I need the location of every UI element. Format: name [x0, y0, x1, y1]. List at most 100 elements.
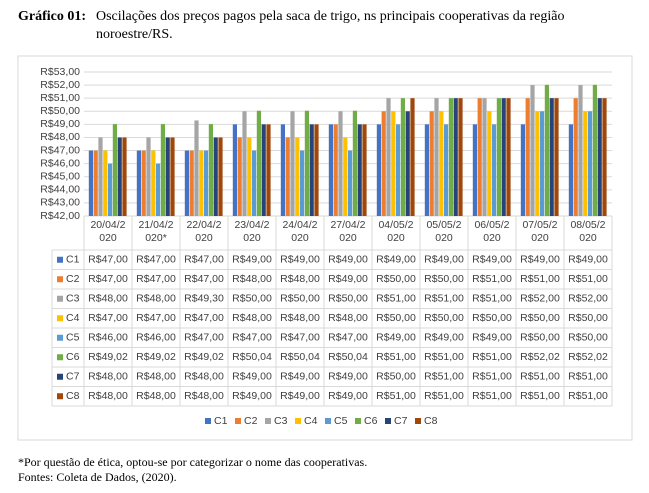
bar	[348, 150, 353, 216]
bar	[194, 120, 199, 216]
source-note: Fontes: Coleta de Dados, (2020).	[18, 470, 177, 484]
bar	[261, 124, 266, 216]
table-cell: R$46,00	[88, 332, 128, 344]
figure-subtitle: Oscilações dos preços pagos pela saca de…	[96, 9, 565, 42]
table-cell: R$47,00	[88, 312, 128, 324]
x-tick-box: 24/04/2020	[282, 219, 318, 244]
x-tick-label: 06/05/2020	[474, 219, 510, 244]
table-cell: R$51,00	[568, 390, 608, 402]
bar	[98, 137, 103, 216]
legend-label: C4	[304, 415, 318, 427]
bar	[247, 137, 252, 216]
table-cell: R$48,00	[88, 371, 128, 383]
x-tick-box: 08/05/2020	[570, 219, 605, 244]
table-row-label: C6	[66, 351, 80, 363]
table-cell: R$51,00	[472, 351, 512, 363]
table-cell: R$47,00	[328, 332, 368, 344]
x-tick-label: 24/04/2020	[282, 219, 318, 244]
legend-key	[295, 418, 301, 424]
table-cell: R$51,00	[424, 371, 464, 383]
table-cell: R$48,00	[136, 390, 176, 402]
y-tick-label: R$53,00	[40, 66, 80, 78]
bar	[314, 124, 319, 216]
table-cell: R$51,00	[568, 371, 608, 383]
bar	[309, 124, 314, 216]
x-tick-box: 04/05/2020	[378, 219, 413, 244]
bar	[496, 98, 501, 216]
bar	[266, 124, 271, 216]
table-cell: R$52,00	[520, 293, 560, 305]
table-cell: R$50,00	[424, 312, 464, 324]
table-cell: R$48,00	[88, 390, 128, 402]
table-cell: R$50,00	[328, 293, 368, 305]
bar	[597, 98, 602, 216]
bar	[136, 150, 141, 216]
bar	[400, 98, 405, 216]
bar	[357, 124, 362, 216]
x-tick-box: 27/04/2020	[330, 219, 365, 244]
table-row-label: C3	[66, 293, 80, 305]
bar	[472, 124, 477, 216]
legend-key	[355, 418, 361, 424]
bar	[444, 124, 449, 216]
bar	[376, 124, 381, 216]
bar	[295, 137, 300, 216]
bar	[117, 137, 122, 216]
x-tick-label: 05/05/2020	[426, 219, 462, 244]
legend-key	[415, 418, 421, 424]
legend-label: C5	[334, 415, 348, 427]
bar	[487, 111, 492, 216]
footnote: *Por questão de ética, optou-se por cate…	[18, 455, 367, 469]
table-cell: R$51,00	[424, 351, 464, 363]
legend-key	[265, 418, 271, 424]
table-cell: R$47,00	[280, 332, 320, 344]
table-cell: R$48,00	[328, 312, 368, 324]
table-cell: R$50,00	[376, 273, 416, 285]
table-cell: R$52,02	[520, 351, 560, 363]
x-tick-box: 20/04/2020	[90, 219, 126, 244]
bar	[549, 98, 554, 216]
bar	[146, 137, 151, 216]
table-cell: R$50,00	[376, 312, 416, 324]
legend-label: C6	[364, 415, 378, 427]
table-cell: R$49,00	[328, 254, 368, 266]
legend-label: C2	[244, 415, 258, 427]
table-cell: R$49,00	[232, 371, 272, 383]
bar	[573, 98, 578, 216]
table-row-label: C4	[66, 312, 80, 324]
table-cell: R$48,00	[184, 390, 224, 402]
table-cell: R$50,04	[280, 351, 320, 363]
bar	[405, 111, 410, 216]
bar	[328, 124, 333, 216]
bar	[160, 124, 165, 216]
bar	[304, 110, 309, 216]
table-row-label: C8	[66, 390, 80, 402]
table-cell: R$47,00	[136, 273, 176, 285]
table-cell: R$49,00	[424, 332, 464, 344]
bar	[492, 124, 497, 216]
bar	[525, 98, 530, 216]
bar	[477, 98, 482, 216]
subtitle-box: Oscilações dos preços pagos pela saca de…	[96, 9, 565, 42]
bar	[88, 150, 93, 216]
bar	[103, 150, 108, 216]
table-cell: R$51,00	[520, 273, 560, 285]
bar	[592, 84, 597, 216]
y-tick-label: R$44,00	[40, 184, 80, 196]
table-cell: R$47,00	[184, 273, 224, 285]
x-tick-label: 20/04/2020	[90, 219, 126, 244]
bar	[568, 124, 573, 216]
bar	[285, 137, 290, 216]
table-cell: R$49,00	[280, 390, 320, 402]
bar	[184, 150, 189, 216]
bar	[588, 111, 593, 216]
x-tick-box: 21/04/2020*	[138, 219, 173, 244]
table-cell: R$49,00	[376, 332, 416, 344]
bar	[439, 111, 444, 216]
bar	[242, 111, 247, 216]
table-cell: R$48,00	[280, 312, 320, 324]
bar	[448, 98, 453, 216]
table-cell: R$52,00	[568, 293, 608, 305]
bar	[252, 150, 257, 216]
